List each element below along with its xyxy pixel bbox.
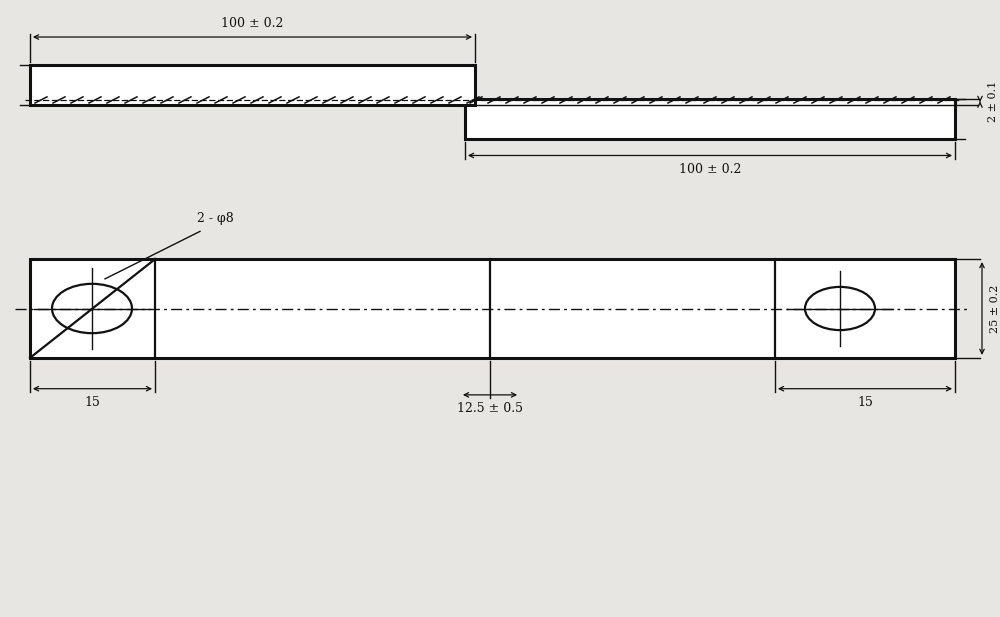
Text: 2 - φ8: 2 - φ8 — [197, 212, 233, 225]
Bar — [465, 99, 955, 139]
Text: 100 ± 0.2: 100 ± 0.2 — [679, 163, 741, 176]
Text: 100 ± 0.2: 100 ± 0.2 — [221, 17, 284, 30]
Text: 25 ± 0.2: 25 ± 0.2 — [990, 284, 1000, 333]
Text: 15: 15 — [85, 396, 100, 409]
Bar — [30, 65, 475, 105]
Text: 12.5 ± 0.5: 12.5 ± 0.5 — [457, 402, 523, 415]
Text: 2 ± 0.1: 2 ± 0.1 — [988, 81, 998, 122]
Bar — [30, 259, 955, 358]
Text: 15: 15 — [857, 396, 873, 409]
